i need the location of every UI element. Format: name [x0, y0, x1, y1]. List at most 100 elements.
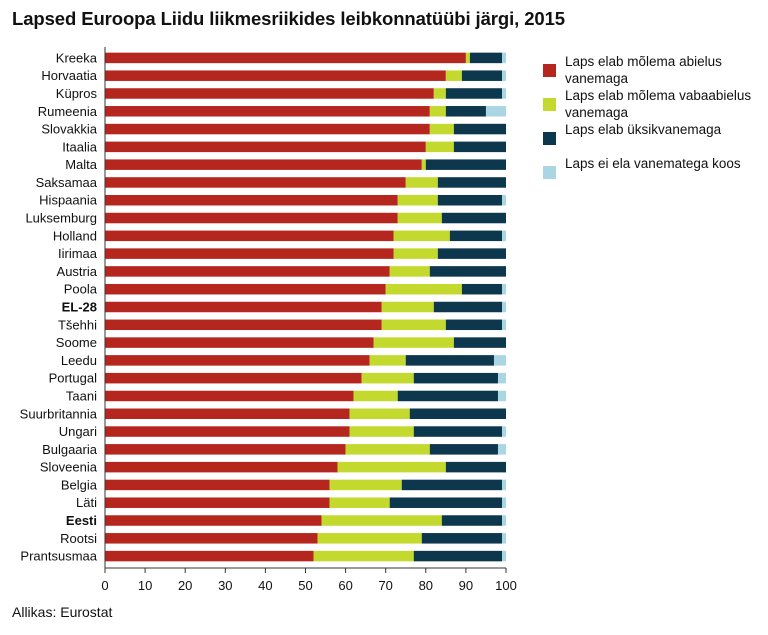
bar-kreeka-s3 — [501, 52, 506, 64]
bar-poola-s0 — [105, 283, 386, 295]
category-label: Leedu — [61, 353, 97, 368]
bar-luksemburg-s0 — [105, 212, 398, 224]
bar-suurbritannia-s1 — [349, 408, 410, 420]
bar-slovakkia-s2 — [453, 123, 506, 135]
bar-ungari-s3 — [501, 426, 506, 437]
bar-bulgaaria-s3 — [497, 444, 506, 455]
bar-saksamaa-s0 — [105, 177, 406, 188]
bar-poola-s1 — [385, 283, 462, 295]
bar-austria-s2 — [429, 266, 506, 277]
bar-taani-s2 — [397, 390, 498, 402]
bar-iirimaa-s2 — [437, 248, 506, 259]
bar-malta-s1 — [421, 159, 426, 170]
category-label: Slovakkia — [41, 122, 97, 137]
bar-leedu-s3 — [493, 355, 506, 366]
stacked-bar-chart: Kreeka Horvaatia Küpros Rumeenia Slovakkia It… — [20, 47, 517, 593]
bar-k-pros-s0 — [105, 88, 434, 99]
bar-l-ti-s3 — [501, 497, 506, 508]
bar-slovakkia-s0 — [105, 123, 430, 135]
legend-item-married: Laps elab mõlema abielus vanemaga — [543, 53, 768, 87]
bar-portugal-s2 — [413, 372, 498, 384]
category-label: Itaalia — [62, 139, 97, 154]
category-label: Eesti — [66, 513, 97, 528]
bar-belgia-s1 — [329, 479, 402, 491]
source-note: Allikas: Eurostat — [12, 604, 113, 620]
bar-t-ehhi-s3 — [501, 319, 506, 331]
category-label: Läti — [76, 495, 97, 510]
category-label: Bulgaaria — [42, 442, 98, 457]
bar-slovakkia-s1 — [429, 123, 454, 135]
category-label: Holland — [53, 228, 97, 243]
chart-title: Lapsed Euroopa Liidu liikmesriikides lei… — [12, 8, 565, 29]
bar-rumeenia-s2 — [445, 106, 486, 117]
legend-label-single-parent: Laps elab üksikvanemaga — [565, 122, 722, 137]
category-label: Horvaatia — [41, 68, 97, 83]
x-tick-label: 40 — [258, 578, 272, 593]
x-tick-label: 20 — [178, 578, 192, 593]
bar-rumeenia-s0 — [105, 106, 430, 117]
bar-itaalia-s0 — [105, 141, 426, 153]
bar-luksemburg-s1 — [397, 212, 442, 224]
x-tick-label: 70 — [378, 578, 392, 593]
bar-prantsusmaa-s3 — [501, 550, 506, 562]
bar-portugal-s0 — [105, 372, 362, 384]
bar-el-28-s2 — [433, 301, 502, 313]
bar-bulgaaria-s2 — [429, 444, 498, 455]
bar-holland-s0 — [105, 230, 394, 242]
legend-swatch-no-parents — [543, 166, 556, 179]
bar-kreeka-s1 — [465, 52, 470, 64]
bar-horvaatia-s3 — [501, 70, 506, 81]
bar-saksamaa-s1 — [405, 177, 438, 188]
category-label: Prantsusmaa — [20, 549, 97, 564]
legend-label-married: Laps elab mõlema abielus vanemaga — [565, 54, 722, 86]
bar-bulgaaria-s1 — [345, 444, 430, 455]
bar-ungari-s0 — [105, 426, 350, 437]
bar-k-pros-s2 — [445, 88, 502, 99]
bar-eesti-s2 — [441, 515, 502, 526]
bar-hispaania-s3 — [501, 194, 506, 206]
bar-hispaania-s1 — [397, 194, 438, 206]
bar-rootsi-s1 — [317, 533, 422, 544]
bar-leedu-s2 — [405, 355, 494, 366]
bar-kreeka-s2 — [469, 52, 502, 64]
bar-eesti-s1 — [321, 515, 442, 526]
bar-belgia-s2 — [401, 479, 502, 491]
bar-eesti-s0 — [105, 515, 322, 526]
legend-item-cohabiting: Laps elab mõlema vabaabielus vanemaga — [543, 87, 768, 121]
legend-label-no-parents: Laps ei ela vanematega koos — [565, 156, 741, 171]
bar-el-28-s3 — [501, 301, 506, 313]
category-label: Taani — [66, 388, 97, 403]
category-label: Belgia — [61, 477, 98, 492]
category-label: Saksamaa — [36, 175, 98, 190]
bar-t-ehhi-s1 — [381, 319, 446, 331]
bar-holland-s1 — [393, 230, 450, 242]
bar-soome-s1 — [373, 337, 454, 348]
bar-l-ti-s2 — [389, 497, 502, 508]
bar-rootsi-s2 — [421, 533, 502, 544]
x-tick-label: 60 — [338, 578, 352, 593]
bar-itaalia-s1 — [425, 141, 454, 153]
category-label: EL-28 — [62, 300, 97, 315]
bar-rootsi-s3 — [501, 533, 506, 544]
bar-holland-s3 — [501, 230, 506, 242]
bar-ungari-s1 — [349, 426, 414, 437]
bar-horvaatia-s1 — [445, 70, 462, 81]
bar-t-ehhi-s0 — [105, 319, 382, 331]
bar-portugal-s3 — [497, 372, 506, 384]
bar-prantsusmaa-s0 — [105, 550, 314, 562]
bar-k-pros-s1 — [433, 88, 446, 99]
bar-taani-s1 — [353, 390, 398, 402]
category-label: Portugal — [49, 371, 98, 386]
x-tick-label: 80 — [419, 578, 433, 593]
legend-item-single-parent: Laps elab üksikvanemaga — [543, 121, 768, 155]
legend-item-no-parents: Laps ei ela vanematega koos — [543, 155, 768, 189]
category-label: Soome — [56, 335, 97, 350]
x-tick-label: 30 — [218, 578, 232, 593]
bar-l-ti-s0 — [105, 497, 330, 508]
bar-t-ehhi-s2 — [445, 319, 502, 331]
bar-poola-s2 — [461, 283, 502, 295]
bar-el-28-s1 — [381, 301, 434, 313]
legend: Laps elab mõlema abielus vanemaga Laps e… — [543, 53, 768, 189]
bar-leedu-s0 — [105, 355, 370, 366]
bar-sloveenia-s0 — [105, 461, 338, 473]
